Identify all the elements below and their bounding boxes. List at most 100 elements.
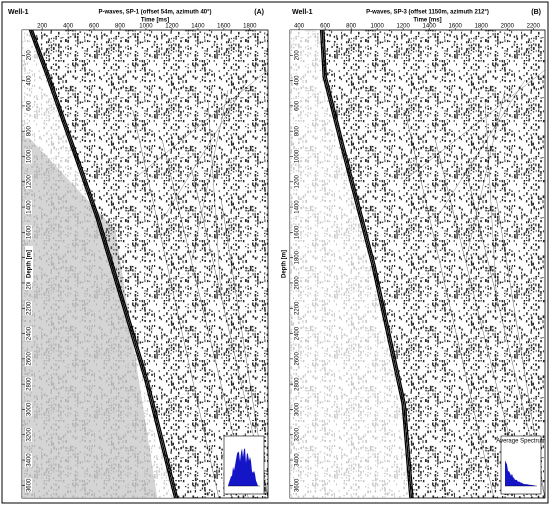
x-tick-label: 1600	[217, 24, 231, 30]
y-tick-label: 3000	[27, 402, 33, 416]
y-tick-label: 1200	[295, 174, 301, 188]
y-tick-bg	[25, 149, 32, 164]
y-tick-label: 400	[295, 75, 301, 86]
y-tick-bg	[25, 301, 32, 316]
y-tick-bg	[293, 326, 300, 341]
event-line	[162, 79, 249, 221]
event-line	[207, 99, 222, 301]
x-tick-label: 800	[346, 24, 357, 30]
y-tick-bg	[25, 124, 32, 139]
y-tick-label: 1800	[295, 250, 301, 264]
x-tick-label: 2200	[527, 24, 541, 30]
y-tick-label: 600	[27, 100, 33, 111]
y-tick-label: 800	[27, 126, 33, 137]
well-label: Well-1	[292, 9, 313, 16]
panel-title: P-waves, SP-1 (offset 54m, azimuth 40°)	[98, 10, 211, 16]
y-tick-label: 3400	[295, 453, 301, 467]
y-tick-bg	[293, 453, 300, 468]
panel-label: (A)	[254, 9, 264, 16]
event-line	[465, 89, 506, 261]
y-tick-bg	[293, 301, 300, 316]
y-tick-label: 2200	[27, 301, 33, 315]
y-tick-label: 400	[27, 75, 33, 86]
y-label-bg	[280, 246, 288, 282]
y-tick-label: 2800	[295, 377, 301, 391]
y-tick-label: 2400	[295, 326, 301, 340]
event-line	[404, 109, 495, 499]
y-tick-label: 3400	[27, 453, 33, 467]
x-tick-label: 1600	[449, 24, 463, 30]
spectrum-fill	[505, 460, 535, 486]
y-tick-bg	[25, 351, 32, 366]
y-tick-label: 1600	[27, 225, 33, 239]
y-tick-bg	[293, 478, 300, 493]
x-tick-label: 800	[115, 24, 126, 30]
y-tick-bg	[293, 48, 300, 63]
x-tick-label: 200	[37, 24, 48, 30]
y-tick-label: 1000	[295, 149, 301, 163]
y-tick-label: 600	[295, 100, 301, 111]
y-tick-bg	[293, 98, 300, 113]
pre-arrival-zone	[290, 30, 410, 498]
y-tick-bg	[25, 453, 32, 468]
x-tick-label: 1800	[475, 24, 489, 30]
y-tick-label: 2000	[295, 276, 301, 290]
x-tick-label: 1000	[370, 24, 384, 30]
y-tick-bg	[25, 275, 32, 290]
well-label: Well-1	[8, 9, 29, 16]
y-tick-bg	[25, 427, 32, 442]
x-axis-label: Time [ms]	[413, 18, 441, 24]
x-tick-label: 1400	[191, 24, 205, 30]
gray-wedge	[22, 130, 158, 498]
spectrum-fill	[228, 448, 258, 486]
y-tick-bg	[293, 149, 300, 164]
y-axis-label: Depth [m]	[282, 250, 288, 278]
x-tick-label: 2000	[501, 24, 515, 30]
first-arrival	[323, 29, 414, 499]
y-tick-label: 1000	[27, 149, 33, 163]
y-tick-bg	[293, 174, 300, 189]
y-tick-bg	[293, 200, 300, 215]
x-tick-label: 1200	[165, 24, 179, 30]
y-tick-bg	[293, 124, 300, 139]
x-axis-label: Time [ms]	[141, 18, 169, 24]
x-tick-label: 600	[89, 24, 100, 30]
x-tick-label: 1400	[423, 24, 437, 30]
event-line	[435, 79, 526, 221]
y-tick-bg	[293, 377, 300, 392]
y-tick-bg	[293, 250, 300, 265]
x-tick-label: 400	[63, 24, 74, 30]
y-tick-label: 3000	[295, 402, 301, 416]
y-tick-label: 3200	[295, 427, 301, 441]
x-tick-label: 1000	[139, 24, 153, 30]
first-arrival	[31, 29, 179, 499]
y-label-bg	[25, 246, 33, 282]
y-tick-bg	[293, 73, 300, 88]
y-tick-bg	[25, 200, 32, 215]
y-tick-bg	[293, 275, 300, 290]
y-tick-bg	[25, 402, 32, 417]
panel-label: (B)	[531, 9, 541, 16]
y-tick-label: 2200	[295, 301, 301, 315]
y-tick-bg	[25, 478, 32, 493]
y-tick-label: 200	[295, 50, 301, 61]
event-line	[404, 69, 546, 181]
y-tick-label: 3600	[27, 478, 33, 492]
y-tick-bg	[25, 98, 32, 113]
x-tick-label: 1800	[243, 24, 257, 30]
x-tick-label: 600	[320, 24, 331, 30]
y-tick-bg	[293, 225, 300, 240]
y-tick-label: 1400	[295, 200, 301, 214]
event-line	[132, 69, 269, 181]
inset-title: Average Spectrum	[496, 439, 546, 445]
y-tick-bg	[25, 48, 32, 63]
y-tick-bg	[25, 174, 32, 189]
y-tick-label: 1200	[27, 174, 33, 188]
y-tick-label: 2000	[27, 276, 33, 290]
panel-title: P-waves, SP-3 (offset 1150m, azimuth 212…	[366, 10, 489, 16]
y-tick-label: 200	[27, 50, 33, 61]
y-tick-bg	[293, 427, 300, 442]
y-tick-label: 1400	[27, 200, 33, 214]
first-arrival	[30, 29, 177, 499]
